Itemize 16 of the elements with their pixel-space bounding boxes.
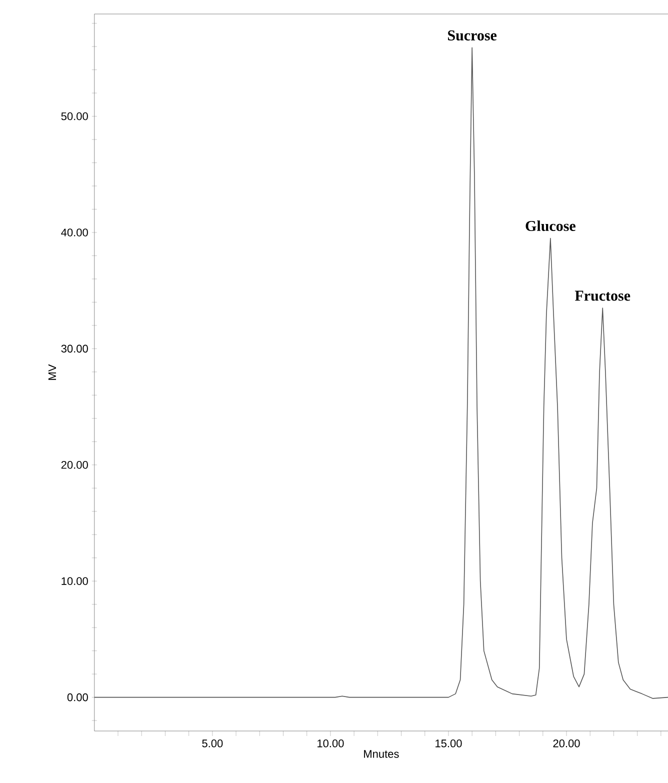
x-tick-label: 20.00	[553, 740, 580, 748]
x-tick-label: 15.00	[435, 740, 462, 748]
y-tick-label: 50.00	[61, 112, 88, 120]
y-tick-label: 30.00	[61, 344, 88, 353]
y-tick-label: 20.00	[61, 460, 88, 469]
annotation: Glucose	[526, 220, 576, 232]
y-tick-label: 40.00	[60, 228, 88, 236]
x-tick-label: 5.00	[202, 740, 223, 748]
x-tick-label: 10.00	[317, 740, 344, 748]
y-tick-label: 0.00	[67, 693, 88, 702]
y-axis-title: MV	[48, 364, 56, 380]
y-tick-label: 10.00	[62, 577, 88, 585]
line-series	[94, 47, 668, 699]
annotation: Sucrose	[448, 30, 496, 41]
annotation: Fructose	[574, 290, 630, 301]
x-axis-title: Mnutes	[364, 750, 399, 758]
